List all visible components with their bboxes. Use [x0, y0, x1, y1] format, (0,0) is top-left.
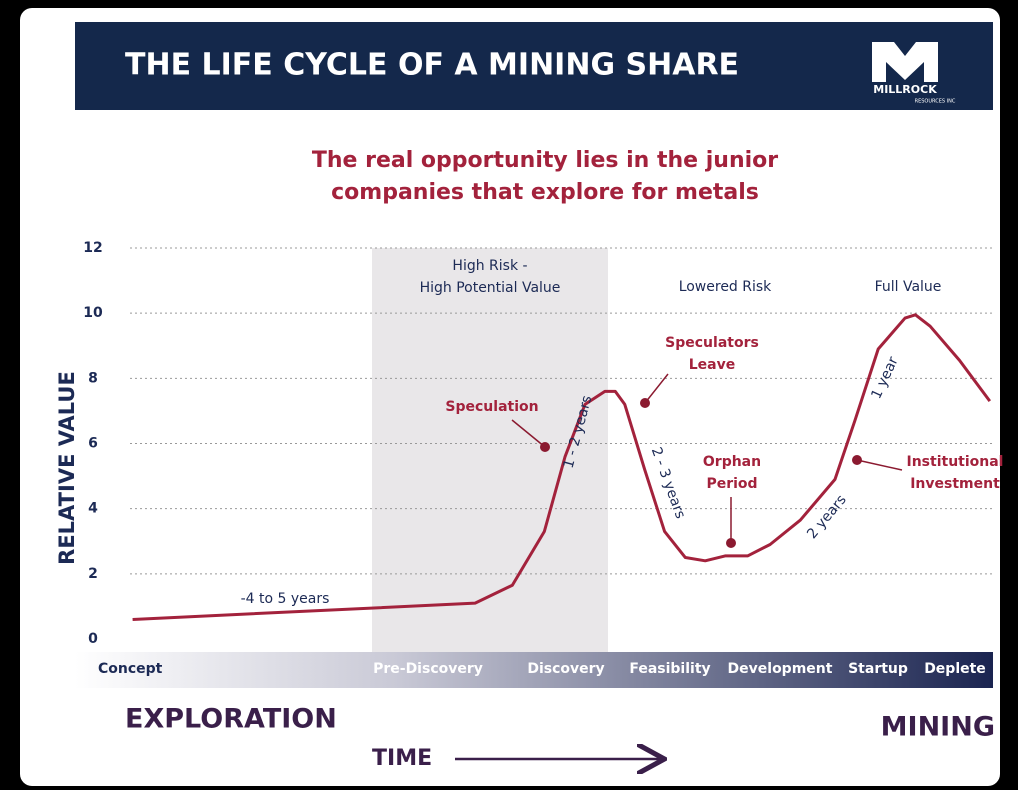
annotation-text: Leave [689, 357, 735, 373]
stage-bar [75, 652, 993, 688]
y-tick-label: 8 [88, 370, 98, 386]
region-label: High Potential Value [420, 280, 561, 296]
annotation-text: Speculators [665, 335, 759, 351]
region-label: Full Value [875, 279, 942, 295]
logo-sub: RESOURCES INC [915, 99, 956, 105]
annotation-leader [856, 459, 903, 471]
stage-label: Development [728, 661, 833, 677]
annotation-text: Investment [910, 476, 1000, 492]
region-label: High Risk - [452, 258, 527, 274]
stage-label: Feasibility [629, 661, 710, 677]
annotation-text: Institutional [907, 454, 1004, 470]
region-label: Lowered Risk [679, 279, 772, 295]
value-line [132, 313, 992, 621]
logo-name: MILLROCK [873, 83, 937, 96]
y-tick-label: 4 [88, 501, 98, 517]
time-label: TIME [372, 746, 432, 771]
stage-label: Deplete [924, 661, 986, 677]
stage-label: Pre-Discovery [373, 661, 483, 677]
y-axis-label: RELATIVE VALUE [55, 371, 79, 565]
y-tick-label: 0 [88, 631, 98, 647]
annotation-leader [644, 373, 669, 404]
stage-label: Startup [848, 661, 908, 677]
y-tick-label: 10 [83, 305, 103, 321]
subtitle: The real opportunity lies in the junior [312, 148, 778, 173]
header-bar [75, 22, 993, 110]
y-tick-label: 6 [88, 436, 98, 452]
phase-end: MINING [881, 712, 995, 743]
annotation-dot [640, 398, 650, 408]
annotation-dot [540, 442, 550, 452]
stage-label: Concept [98, 661, 163, 677]
logo-mark [872, 42, 938, 82]
annotation-text: Period [706, 476, 757, 492]
duration-label: -4 to 5 years [241, 591, 330, 607]
stage-label: Discovery [527, 661, 604, 677]
header-title: THE LIFE CYCLE OF A MINING SHARE [125, 48, 739, 83]
annotation-text: Speculation [445, 399, 538, 415]
annotation-dot [852, 455, 862, 465]
y-tick-label: 2 [88, 566, 98, 582]
subtitle: companies that explore for metals [331, 180, 759, 205]
phase-start: EXPLORATION [125, 704, 337, 735]
annotation-text: Orphan [703, 454, 761, 470]
y-tick-label: 12 [83, 240, 102, 256]
annotation-leader [511, 419, 546, 448]
annotation-dot [726, 538, 736, 548]
